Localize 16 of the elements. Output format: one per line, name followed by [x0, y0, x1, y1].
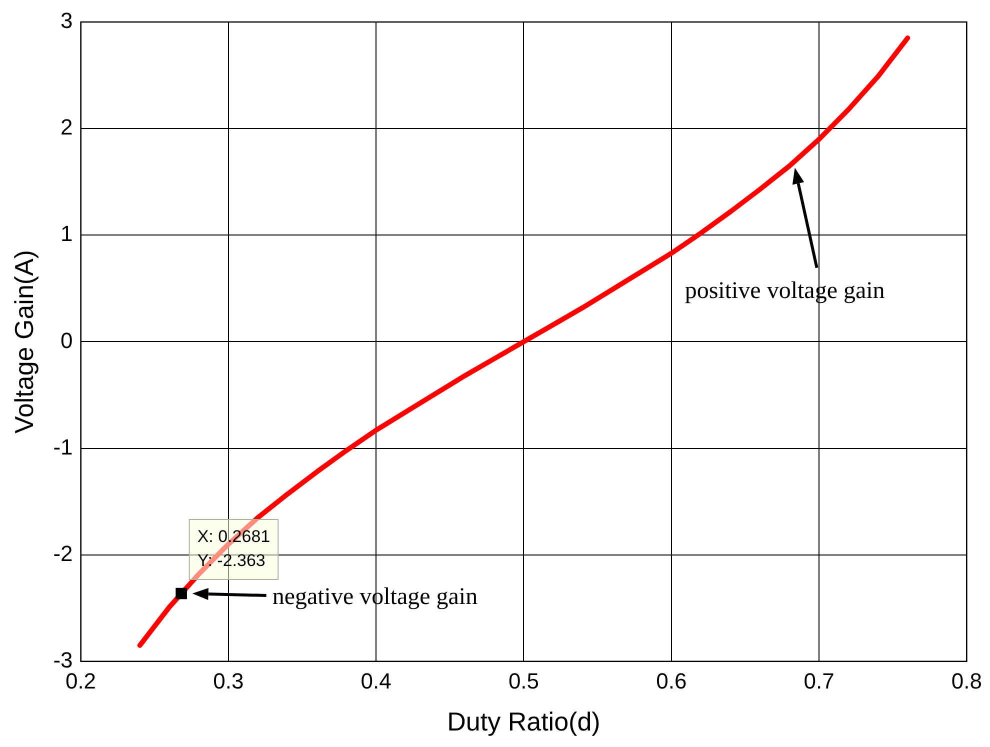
x-tick-label: 0.7: [804, 668, 834, 694]
x-axis-title: Duty Ratio(d): [447, 706, 600, 737]
y-tick-label: 0: [60, 328, 73, 353]
y-tick-label: -2: [53, 540, 73, 566]
x-tick-label: 0.6: [656, 668, 687, 694]
annotation: Y: -2.363: [197, 551, 266, 570]
y-tick-label: 3: [60, 8, 73, 34]
x-tick-label: 0.8: [951, 668, 982, 694]
y-axis-title: Voltage Gain(A): [8, 250, 39, 434]
y-tick-label: 2: [60, 114, 73, 140]
y-tick-label: -1: [53, 434, 73, 460]
annotation: X: 0.2681: [197, 527, 270, 546]
x-tick-label: 0.4: [360, 668, 392, 694]
x-tick-label: 0.3: [213, 668, 244, 694]
x-tick-label: 0.5: [508, 668, 540, 694]
y-tick-label: 1: [60, 221, 73, 246]
